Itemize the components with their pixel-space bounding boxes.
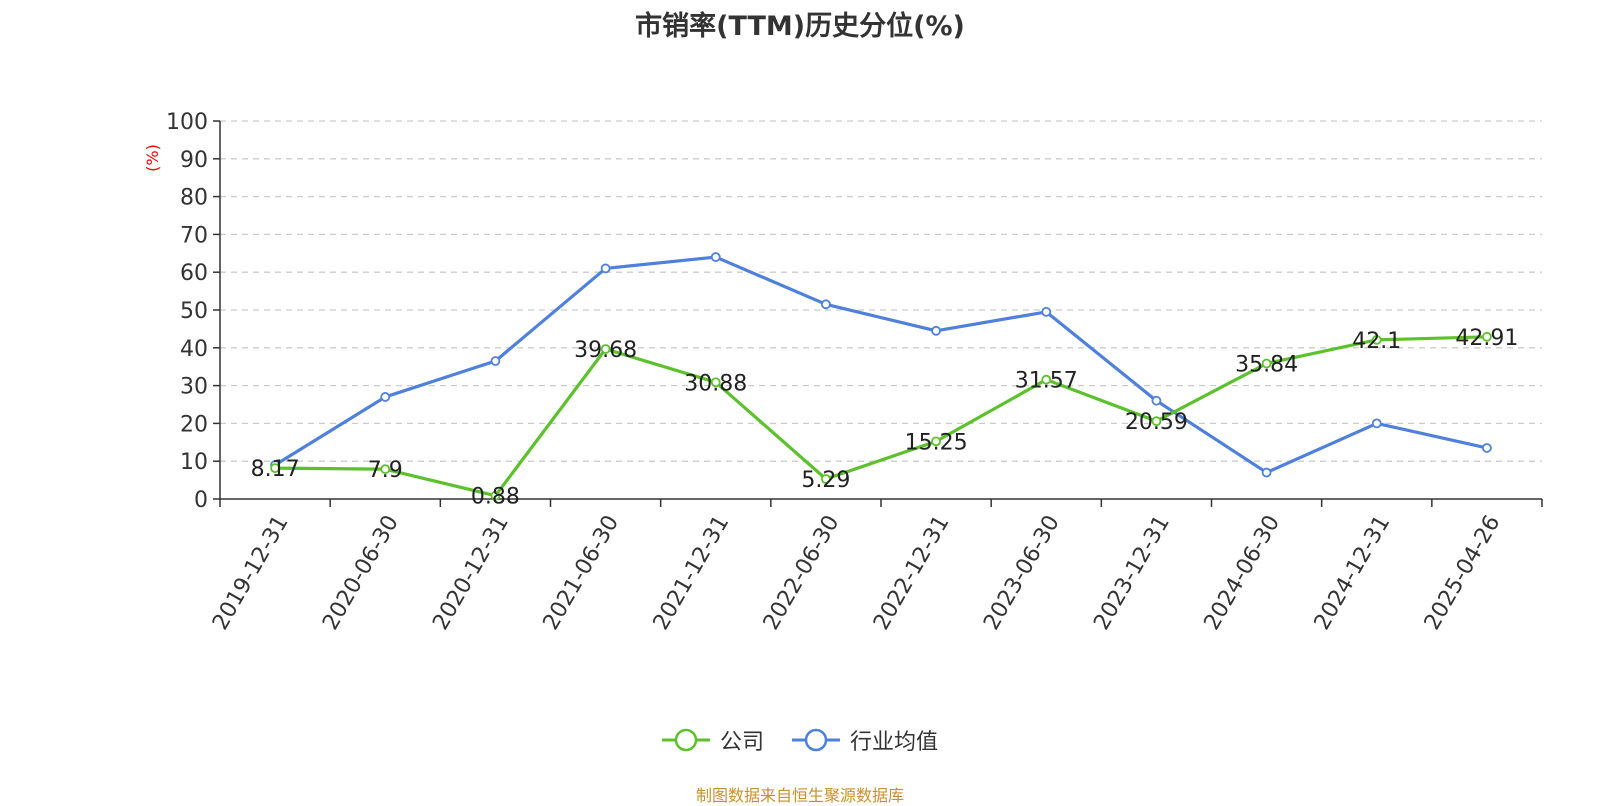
chart-title: 市销率(TTM)历史分位(%) <box>635 11 965 42</box>
source-note: 制图数据来自恒生聚源数据库 <box>695 786 904 805</box>
data-point-industry[interactable] <box>490 356 501 366</box>
y-tick-label: 50 <box>180 299 208 324</box>
legend-industry-marker-icon <box>792 728 841 752</box>
data-label-company: 15.25 <box>905 430 968 455</box>
x-tick-label: 2025-04-26 <box>1420 511 1506 634</box>
data-point-industry[interactable] <box>1041 306 1052 317</box>
data-point-company[interactable] <box>931 436 941 447</box>
y-tick-label: 90 <box>180 148 208 173</box>
data-point-company[interactable] <box>1041 374 1052 385</box>
data-point-company[interactable] <box>710 377 721 388</box>
series <box>270 252 1492 501</box>
data-label-company: 8.17 <box>251 457 300 482</box>
legend-label-industry: 行业均值 <box>850 730 939 755</box>
x-tick-label: 2021-12-31 <box>649 511 735 634</box>
data-point-company[interactable] <box>1261 358 1272 369</box>
x-tick-label: 2021-06-30 <box>539 511 625 634</box>
x-tick-label: 2024-06-30 <box>1200 511 1286 634</box>
y-tick-label: 10 <box>180 450 208 475</box>
y-tick-label: 20 <box>180 412 208 437</box>
data-label-company: 0.88 <box>471 485 520 510</box>
x-tick-label: 2023-06-30 <box>979 511 1065 634</box>
axes: 0 10 20 30 40 50 60 70 80 90 100 2019-12-31 2020-06-… <box>166 110 1543 634</box>
grid-lines <box>220 120 1542 462</box>
data-point-industry[interactable] <box>1371 418 1382 429</box>
legend-label-company: 公司 <box>720 730 765 755</box>
x-tick-label: 2022-06-30 <box>759 511 845 634</box>
x-tick-label: 2024-12-31 <box>1310 511 1396 634</box>
y-tick-label: 70 <box>180 223 208 248</box>
data-point-industry[interactable] <box>600 263 611 274</box>
legend-company-marker-icon <box>662 728 710 752</box>
y-tick-label: 80 <box>180 186 208 211</box>
data-point-industry[interactable] <box>931 325 941 336</box>
data-point-company[interactable] <box>600 344 611 354</box>
x-tick-label: 2023-12-31 <box>1089 511 1175 634</box>
legend-item-company[interactable]: 公司 <box>660 724 764 756</box>
data-point-company[interactable] <box>490 490 501 501</box>
data-label-company: 30.88 <box>684 371 747 396</box>
data-point-company[interactable] <box>1482 331 1492 342</box>
data-label-company: 7.9 <box>368 458 403 483</box>
data-label-company: 31.57 <box>1015 369 1078 394</box>
series-line-industry <box>274 255 1488 475</box>
data-point-industry[interactable] <box>1261 467 1272 478</box>
data-point-industry[interactable] <box>821 299 831 310</box>
y-tick-label: 100 <box>166 110 208 135</box>
data-label-company: 35.84 <box>1235 353 1298 378</box>
legend-item-industry[interactable]: 行业均值 <box>790 724 938 756</box>
data-label-company: 42.91 <box>1455 326 1518 351</box>
series-line-company <box>275 335 1487 498</box>
data-point-company[interactable] <box>1371 334 1382 345</box>
y-tick-label: 40 <box>180 337 208 362</box>
x-tick-label: 2020-12-31 <box>428 511 514 634</box>
data-label-company: 39.68 <box>574 338 637 363</box>
legend: 公司 行业均值 <box>660 724 964 756</box>
x-tick-label: 2019-12-31 <box>208 511 294 634</box>
y-axis-label: (%) <box>143 144 162 172</box>
data-labels: 8.17 7.9 0.88 39.68 30.88 5.29 15.25 31.57 20.59… <box>251 326 1519 510</box>
data-label-company: 20.59 <box>1125 410 1188 435</box>
y-tick-label: 0 <box>194 488 208 513</box>
data-label-company: 5.29 <box>801 468 850 493</box>
y-tick-label: 60 <box>180 261 208 286</box>
data-point-industry[interactable] <box>1482 443 1492 453</box>
data-point-company[interactable] <box>270 463 280 474</box>
y-tick-label: 30 <box>180 375 208 400</box>
data-label-company: 42.1 <box>1352 329 1401 354</box>
data-point-company[interactable] <box>1151 416 1162 427</box>
data-point-company[interactable] <box>380 464 391 475</box>
data-point-industry[interactable] <box>380 392 391 402</box>
x-tick-label: 2022-12-31 <box>869 511 955 634</box>
x-tick-label: 2020-06-30 <box>318 511 404 634</box>
data-point-industry[interactable] <box>710 252 721 262</box>
data-point-company[interactable] <box>821 474 831 484</box>
data-point-industry[interactable] <box>1151 395 1162 406</box>
